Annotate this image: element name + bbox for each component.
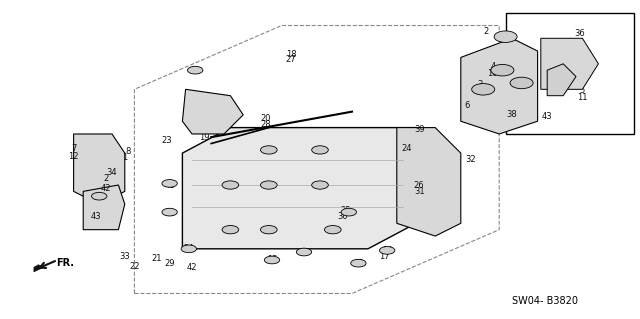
Text: FR.: FR.: [56, 258, 74, 268]
Circle shape: [312, 181, 328, 189]
Text: 26: 26: [414, 181, 424, 189]
Text: 18: 18: [286, 50, 296, 59]
Polygon shape: [547, 64, 576, 96]
Polygon shape: [83, 185, 125, 230]
Text: 38: 38: [507, 110, 517, 119]
Circle shape: [92, 192, 107, 200]
Text: 17: 17: [379, 252, 389, 261]
Circle shape: [324, 226, 341, 234]
Text: 27: 27: [286, 55, 296, 63]
Circle shape: [222, 226, 239, 234]
Circle shape: [264, 256, 280, 264]
Text: 19: 19: [200, 133, 210, 142]
Text: 40: 40: [190, 66, 200, 75]
Circle shape: [494, 31, 517, 42]
Text: 33: 33: [120, 252, 130, 261]
Polygon shape: [182, 89, 243, 134]
Circle shape: [181, 245, 196, 253]
Text: 42: 42: [100, 184, 111, 193]
Circle shape: [188, 66, 203, 74]
Text: 5: 5: [580, 86, 585, 95]
Circle shape: [312, 146, 328, 154]
Text: 12: 12: [68, 152, 79, 161]
Text: 28: 28: [260, 120, 271, 129]
Text: 14: 14: [382, 246, 392, 255]
Polygon shape: [34, 265, 44, 272]
Text: 3: 3: [477, 80, 483, 89]
Text: 16: 16: [190, 109, 200, 118]
Bar: [506, 13, 634, 134]
Text: 42: 42: [353, 259, 364, 268]
Polygon shape: [74, 134, 125, 204]
Text: 37: 37: [299, 248, 309, 256]
Text: 10: 10: [488, 69, 498, 78]
Circle shape: [260, 146, 277, 154]
Circle shape: [380, 247, 395, 254]
Text: 43: 43: [542, 112, 552, 121]
Text: 21: 21: [152, 254, 162, 263]
Text: 41: 41: [164, 209, 175, 218]
Text: 34: 34: [107, 168, 117, 177]
Circle shape: [222, 181, 239, 189]
Text: 31: 31: [414, 187, 424, 196]
Text: 7: 7: [71, 144, 76, 153]
Text: 22: 22: [129, 262, 140, 271]
Text: 23: 23: [161, 136, 172, 145]
Text: 32: 32: [465, 155, 476, 164]
Polygon shape: [541, 38, 598, 89]
Text: 43: 43: [91, 212, 101, 221]
Text: 6: 6: [465, 101, 470, 110]
Text: 39: 39: [414, 125, 424, 134]
Text: 42: 42: [187, 263, 197, 272]
Text: 25: 25: [340, 206, 351, 215]
Text: 36: 36: [574, 29, 584, 38]
Text: 8: 8: [125, 147, 131, 156]
Polygon shape: [397, 128, 461, 236]
Text: SW04- B3820: SW04- B3820: [512, 296, 578, 306]
Circle shape: [341, 208, 356, 216]
Circle shape: [296, 248, 312, 256]
Circle shape: [162, 180, 177, 187]
Text: 1: 1: [122, 153, 127, 162]
Text: 4: 4: [490, 63, 495, 71]
Polygon shape: [182, 128, 416, 249]
Text: 29: 29: [164, 259, 175, 268]
Circle shape: [472, 84, 495, 95]
Circle shape: [491, 64, 514, 76]
Text: 2: 2: [103, 174, 108, 183]
Text: 2: 2: [484, 27, 489, 36]
Text: 24: 24: [184, 244, 194, 253]
Circle shape: [260, 226, 277, 234]
Circle shape: [510, 77, 533, 89]
Circle shape: [351, 259, 366, 267]
Text: 13: 13: [190, 102, 200, 111]
Text: 30: 30: [337, 212, 348, 221]
Text: 9: 9: [481, 86, 486, 95]
Text: 20: 20: [260, 114, 271, 122]
Circle shape: [260, 181, 277, 189]
Text: 15: 15: [267, 256, 277, 264]
Text: 24: 24: [401, 144, 412, 153]
Text: 35: 35: [555, 63, 565, 71]
Text: 41: 41: [164, 181, 175, 189]
Circle shape: [162, 208, 177, 216]
Text: 11: 11: [577, 93, 588, 102]
Polygon shape: [461, 38, 538, 134]
